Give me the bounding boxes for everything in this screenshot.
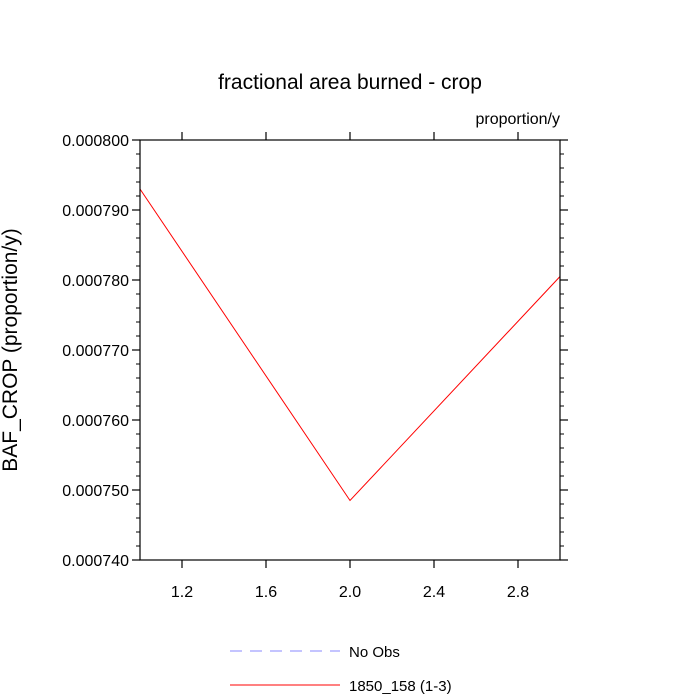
chart-title: fractional area burned - crop: [218, 71, 482, 94]
y-tick-label: 0.000750: [62, 483, 129, 500]
y-tick-label: 0.000790: [62, 203, 129, 220]
y-tick-label: 0.000800: [62, 133, 129, 150]
x-tick-label: 2.4: [423, 584, 445, 601]
y-tick-label: 0.000740: [62, 553, 129, 570]
y-tick-label: 0.000760: [62, 413, 129, 430]
plot-frame: [139, 139, 561, 561]
y-axis-label: BAF_CROP (proportion/y): [0, 228, 22, 472]
x-axis: 1.2 1.6 2.0 2.4 2.8: [171, 132, 529, 601]
series-line: [139, 188, 561, 502]
units-label: proportion/y: [476, 111, 561, 128]
x-tick-label: 1.6: [255, 584, 277, 601]
plot-series: [139, 188, 561, 502]
x-tick-label: 2.0: [339, 584, 361, 601]
legend-label: No Obs: [349, 644, 400, 661]
legend-label: 1850_158 (1-3): [349, 678, 452, 695]
legend: No Obs 1850_158 (1-3): [230, 644, 452, 695]
y-axis: 0.000740 0.000750 0.000760 0.000770 0.000780…: [62, 133, 568, 570]
y-tick-label: 0.000770: [62, 343, 129, 360]
x-tick-label: 2.8: [507, 584, 529, 601]
x-tick-label: 1.2: [171, 584, 193, 601]
y-tick-label: 0.000780: [62, 273, 129, 290]
